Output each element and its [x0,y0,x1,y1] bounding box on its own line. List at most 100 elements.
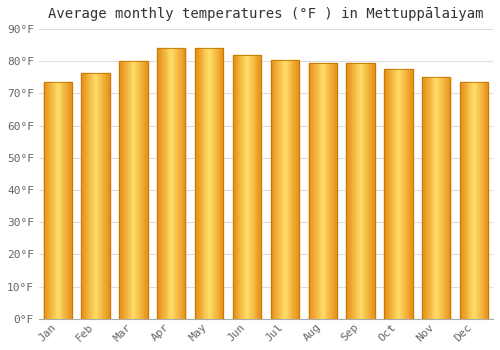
Bar [475,82,476,319]
Bar [256,55,258,319]
Bar [472,82,473,319]
Bar [122,61,123,319]
Bar [252,55,254,319]
Bar [288,60,290,319]
Bar [140,61,141,319]
Bar [287,60,288,319]
Bar [251,55,252,319]
Bar [476,82,477,319]
Bar [197,48,198,319]
Bar [391,69,392,319]
Bar [163,48,164,319]
Bar [144,61,145,319]
Bar [408,69,409,319]
Bar [159,48,160,319]
Bar [233,55,234,319]
Bar [404,69,405,319]
Bar [91,72,92,319]
Bar [88,72,89,319]
Bar [282,60,283,319]
Bar [119,61,148,319]
Bar [322,63,324,319]
Bar [127,61,128,319]
Bar [389,69,390,319]
Bar [314,63,315,319]
Bar [482,82,484,319]
Bar [355,63,356,319]
Bar [49,82,50,319]
Bar [162,48,163,319]
Bar [468,82,469,319]
Bar [283,60,284,319]
Bar [478,82,479,319]
Bar [353,63,354,319]
Bar [426,77,427,319]
Bar [96,72,98,319]
Bar [290,60,292,319]
Bar [92,72,94,319]
Bar [324,63,326,319]
Bar [246,55,247,319]
Bar [240,55,242,319]
Bar [44,82,72,319]
Bar [466,82,468,319]
Bar [137,61,138,319]
Bar [68,82,69,319]
Bar [331,63,332,319]
Bar [216,48,218,319]
Bar [136,61,137,319]
Bar [436,77,437,319]
Bar [119,61,120,319]
Bar [385,69,386,319]
Bar [281,60,282,319]
Bar [128,61,130,319]
Bar [196,48,197,319]
Bar [106,72,107,319]
Bar [442,77,443,319]
Bar [356,63,357,319]
Bar [367,63,368,319]
Bar [53,82,54,319]
Bar [182,48,184,319]
Bar [384,69,412,319]
Bar [179,48,180,319]
Bar [387,69,388,319]
Bar [360,63,362,319]
Bar [178,48,179,319]
Bar [427,77,428,319]
Bar [120,61,121,319]
Bar [460,82,461,319]
Bar [260,55,261,319]
Bar [103,72,104,319]
Bar [206,48,208,319]
Bar [56,82,57,319]
Bar [439,77,440,319]
Bar [70,82,71,319]
Bar [134,61,136,319]
Bar [123,61,124,319]
Bar [484,82,486,319]
Bar [105,72,106,319]
Bar [440,77,441,319]
Bar [364,63,366,319]
Bar [270,60,272,319]
Bar [446,77,448,319]
Bar [276,60,278,319]
Bar [107,72,108,319]
Bar [372,63,373,319]
Bar [173,48,174,319]
Bar [407,69,408,319]
Bar [333,63,334,319]
Bar [245,55,246,319]
Bar [180,48,181,319]
Bar [52,82,53,319]
Bar [168,48,170,319]
Bar [441,77,442,319]
Bar [424,77,425,319]
Bar [270,60,299,319]
Bar [243,55,244,319]
Bar [428,77,430,319]
Bar [218,48,220,319]
Bar [461,82,462,319]
Bar [350,63,351,319]
